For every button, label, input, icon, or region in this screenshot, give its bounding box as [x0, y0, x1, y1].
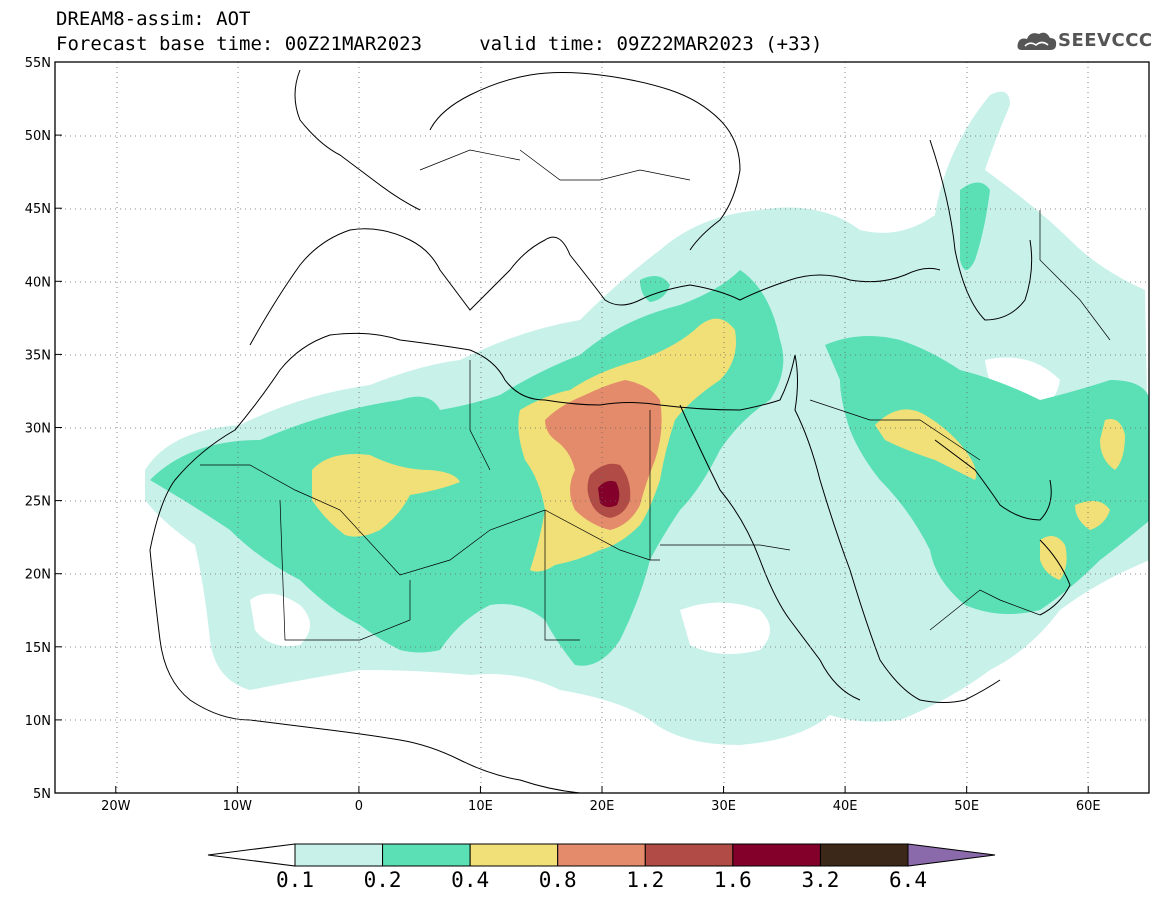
colorbar-swatch — [644, 843, 734, 867]
colorbar-swatch — [382, 843, 471, 867]
colorbar-tick-label: 0.2 — [363, 868, 402, 892]
y-tick-label: 20N — [25, 568, 51, 583]
y-axis-ticks: 55N 50N 45N 40N 35N 30N 25N 20N 15N 10N 5N — [25, 56, 62, 802]
aot-contours — [55, 62, 1149, 793]
colorbar-swatch — [732, 843, 821, 867]
x-tick-label: 10W — [223, 799, 253, 814]
colorbar-over-arrow — [907, 843, 996, 867]
y-tick-label: 15N — [25, 641, 51, 656]
borders — [200, 149, 1111, 641]
cloud-icon — [1017, 32, 1057, 50]
y-tick-label: 10N — [25, 714, 51, 729]
aot-band-0.8 — [545, 380, 662, 530]
y-tick-label: 25N — [25, 495, 51, 510]
x-tick-label: 20W — [101, 799, 131, 814]
colorbar-tick-label: 1.6 — [713, 868, 752, 892]
forecast-time-subtitle: Forecast base time: 00Z21MAR2023 valid t… — [56, 33, 823, 55]
colorbar-swatch — [557, 843, 646, 867]
y-tick-label: 35N — [25, 348, 51, 363]
x-tick-label: 0 — [355, 799, 363, 814]
y-tick-label: 30N — [25, 422, 51, 437]
colorbar — [207, 843, 996, 867]
colorbar-swatch — [294, 843, 384, 867]
y-tick-label: 5N — [33, 787, 51, 802]
x-tick-label: 60E — [1076, 799, 1101, 814]
y-tick-label: 50N — [25, 129, 51, 144]
colorbar-tick-label: 0.4 — [451, 868, 490, 892]
aot-band-1.6 — [598, 480, 620, 508]
colorbar-under-arrow — [207, 843, 296, 867]
y-tick-label: 55N — [25, 56, 51, 71]
x-tick-label: 10E — [468, 799, 493, 814]
y-tick-label: 40N — [25, 275, 51, 290]
coastlines — [149, 69, 1071, 793]
x-tick-label: 40E — [833, 799, 858, 814]
colorbar-tick-label: 1.2 — [626, 868, 665, 892]
colorbar-swatch — [819, 843, 909, 867]
colorbar-tick-label: 6.4 — [889, 868, 927, 892]
seevccc-logo: SEEVCCC — [1058, 30, 1153, 51]
x-axis-ticks: 20W 10W 0 10E 20E 30E 40E 50E 60E — [101, 786, 1101, 814]
colorbar-tick-label: 3.2 — [801, 868, 840, 892]
graticule — [55, 62, 1149, 793]
x-tick-label: 20E — [590, 799, 615, 814]
colorbar-swatch — [469, 843, 559, 867]
aot-band-0.4 — [312, 318, 1125, 580]
map-title: DREAM8-assim: AOT — [56, 8, 251, 30]
colorbar-tick-label: 0.8 — [538, 868, 577, 892]
y-tick-label: 45N — [25, 202, 51, 217]
x-tick-label: 50E — [954, 799, 979, 814]
colorbar-tick-label: 0.1 — [276, 868, 314, 892]
x-tick-label: 30E — [711, 799, 736, 814]
